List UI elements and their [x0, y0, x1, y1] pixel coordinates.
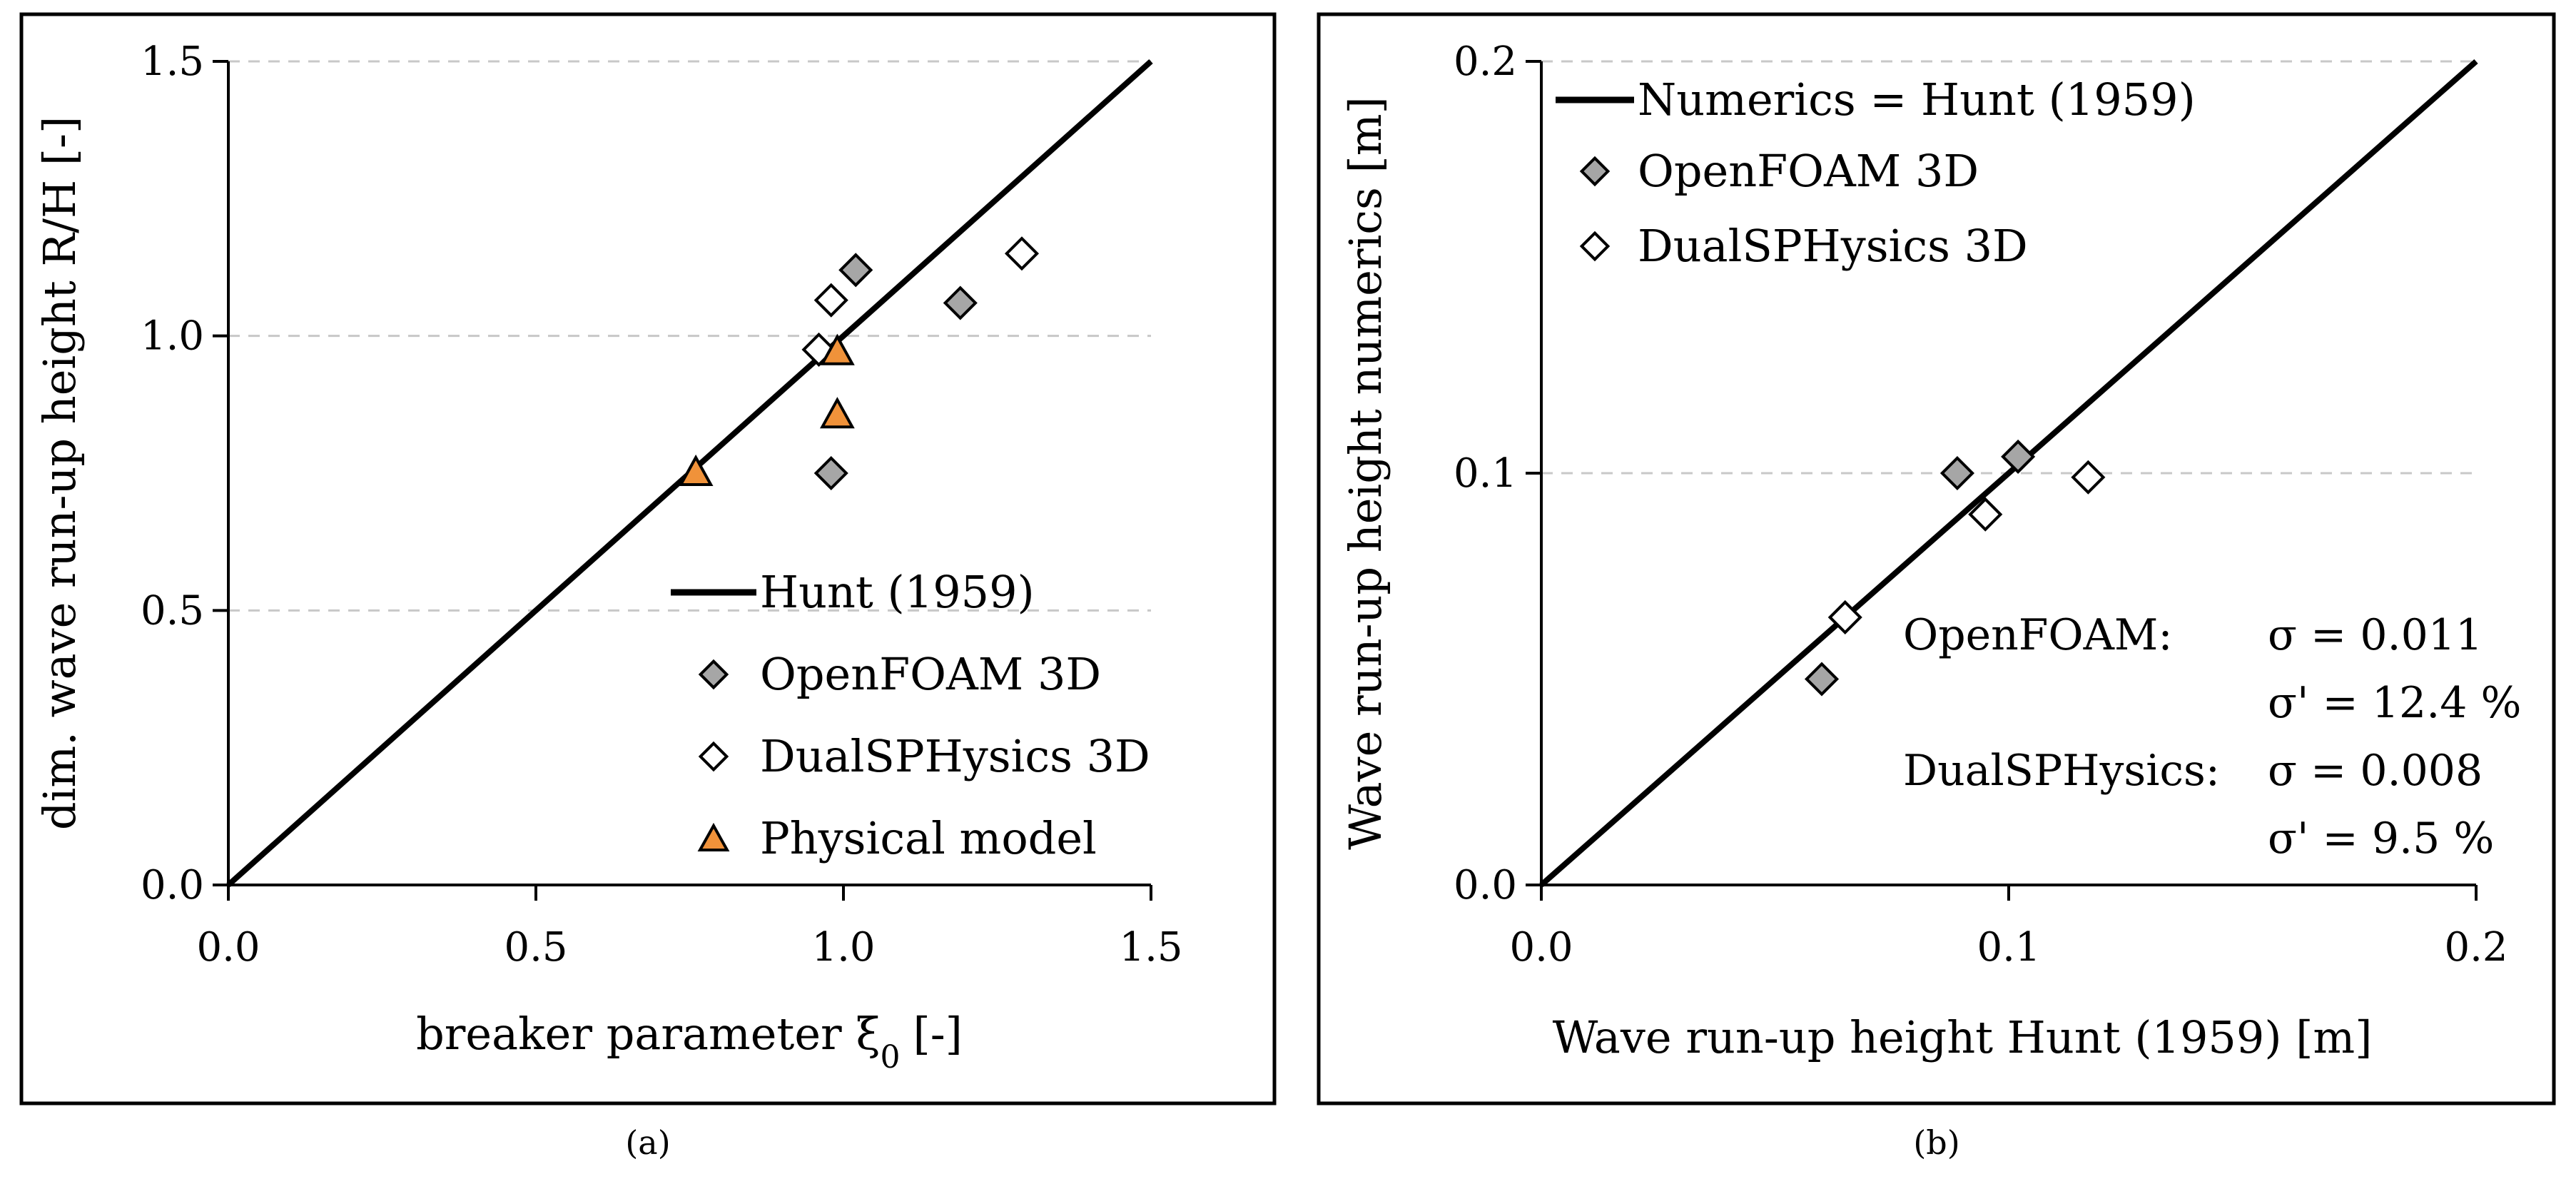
legend-swatch-dualsphysics [698, 741, 729, 772]
legend-swatch-physical-model [697, 822, 730, 851]
point-dualsphysics-3d-3 [1004, 236, 1040, 271]
panel-a-y-axis-title: dim. wave run-up height R/H [-] [34, 116, 86, 830]
point-openfoam-3d-1 [838, 253, 873, 288]
legend-swatch-dualsphysics [1579, 231, 1611, 262]
panel-a-axes [213, 60, 1152, 901]
point-openfoam-3d-3 [2001, 439, 2036, 474]
x-tick-label: 0.0 [1509, 924, 1573, 971]
y-tick-label: 0.1 [1454, 450, 1517, 497]
panel-a-legend: Hunt (1959) OpenFOAM 3D DualSPHysics 3D … [671, 566, 1150, 864]
panel-b-legend: Numerics = Hunt (1959) OpenFOAM 3D DualS… [1556, 74, 2196, 272]
y-tick-label: 0.0 [141, 862, 204, 909]
x-tick-label: 0.5 [504, 924, 567, 971]
x-tick-label: 0.0 [196, 924, 260, 971]
point-dualsphysics-3d-1 [1827, 599, 1862, 634]
legend-swatch-openfoam [698, 659, 729, 690]
panel-b-tick-labels: 0.0 0.1 0.2 0.0 0.1 0.2 [1454, 39, 2508, 971]
point-dualsphysics-3d-3 [2071, 460, 2106, 495]
legend-label-openfoam: OpenFOAM 3D [1638, 145, 1979, 197]
panel-a-frame [19, 12, 1277, 1105]
legend-label-physical-model: Physical model [760, 812, 1097, 864]
panel-a-tick-labels: 0.0 0.5 1.0 1.5 0.0 0.5 1.0 1.5 [141, 39, 1183, 971]
point-dualsphysics-3d-2 [1968, 497, 2003, 532]
y-tick-label: 1.5 [141, 39, 204, 85]
point-physical-model-1 [678, 454, 714, 486]
x-tick-label: 1.0 [811, 924, 875, 971]
stat-openfoam-sigma-rel: σ' = 12.4 % [2268, 678, 2522, 728]
x-tick-label: 1.5 [1119, 924, 1182, 971]
point-openfoam-3d-2 [943, 285, 978, 320]
panel-b-y-axis-title: Wave run-up height numerics [m] [1339, 96, 1391, 849]
point-physical-model-3 [819, 397, 855, 429]
x-tick-label: 0.1 [1977, 924, 2040, 971]
legend-label-hunt: Hunt (1959) [760, 566, 1035, 618]
point-dualsphysics-3d-1 [813, 283, 848, 318]
y-tick-label: 0.2 [1454, 39, 1517, 85]
point-openfoam-3d-2 [1939, 455, 1974, 491]
point-physical-model-2 [819, 333, 855, 365]
stat-dualsphysics-sigma: σ = 0.008 [2268, 746, 2483, 796]
y-tick-label: 0.5 [141, 587, 204, 634]
panel-b-frame [1317, 12, 2556, 1105]
series-line-numerics-hunt-1959 [1539, 59, 2478, 888]
y-tick-label: 0.0 [1454, 862, 1517, 909]
legend-label-dualsphysics: DualSPHysics 3D [760, 730, 1150, 782]
panel-b-data-marks [1539, 59, 2478, 888]
x-tick-label: 0.2 [2444, 924, 2507, 971]
stat-label-openfoam: OpenFOAM: [1903, 610, 2173, 660]
legend-swatch-openfoam [1579, 156, 1611, 187]
panel-b-statistics: OpenFOAM: σ = 0.011 σ' = 12.4 % DualSPHy… [1903, 610, 2522, 864]
caption-panel-a: (a) [625, 1123, 670, 1162]
legend-label-dualsphysics: DualSPHysics 3D [1638, 220, 2028, 272]
panel-b-axes [1526, 60, 2478, 901]
stat-dualsphysics-sigma-rel: σ' = 9.5 % [2268, 814, 2494, 864]
panel-b-x-axis-title: Wave run-up height Hunt (1959) [m] [1553, 1011, 2373, 1063]
stat-label-dualsphysics: DualSPHysics: [1903, 746, 2220, 796]
caption-panel-b: (b) [1913, 1123, 1959, 1162]
legend-label-numerics: Numerics = Hunt (1959) [1638, 74, 2196, 126]
panel-b: 0.0 0.1 0.2 0.0 0.1 0.2 Wave run-up height nu… [1339, 39, 2522, 1063]
y-tick-label: 1.0 [141, 313, 204, 360]
panel-a-gridlines [228, 60, 1151, 612]
stat-openfoam-sigma: σ = 0.011 [2268, 610, 2483, 660]
point-openfoam-3d-1 [1804, 662, 1840, 697]
panel-a-data-marks [226, 59, 1153, 887]
point-openfoam-3d-3 [813, 455, 848, 491]
panel-a-x-axis-title: breaker parameter ξ0 [-] [416, 1008, 963, 1076]
legend-label-openfoam: OpenFOAM 3D [760, 648, 1101, 700]
panel-a: 0.0 0.5 1.0 1.5 0.0 0.5 1.0 1.5 dim. wave run-u… [34, 39, 1183, 1076]
